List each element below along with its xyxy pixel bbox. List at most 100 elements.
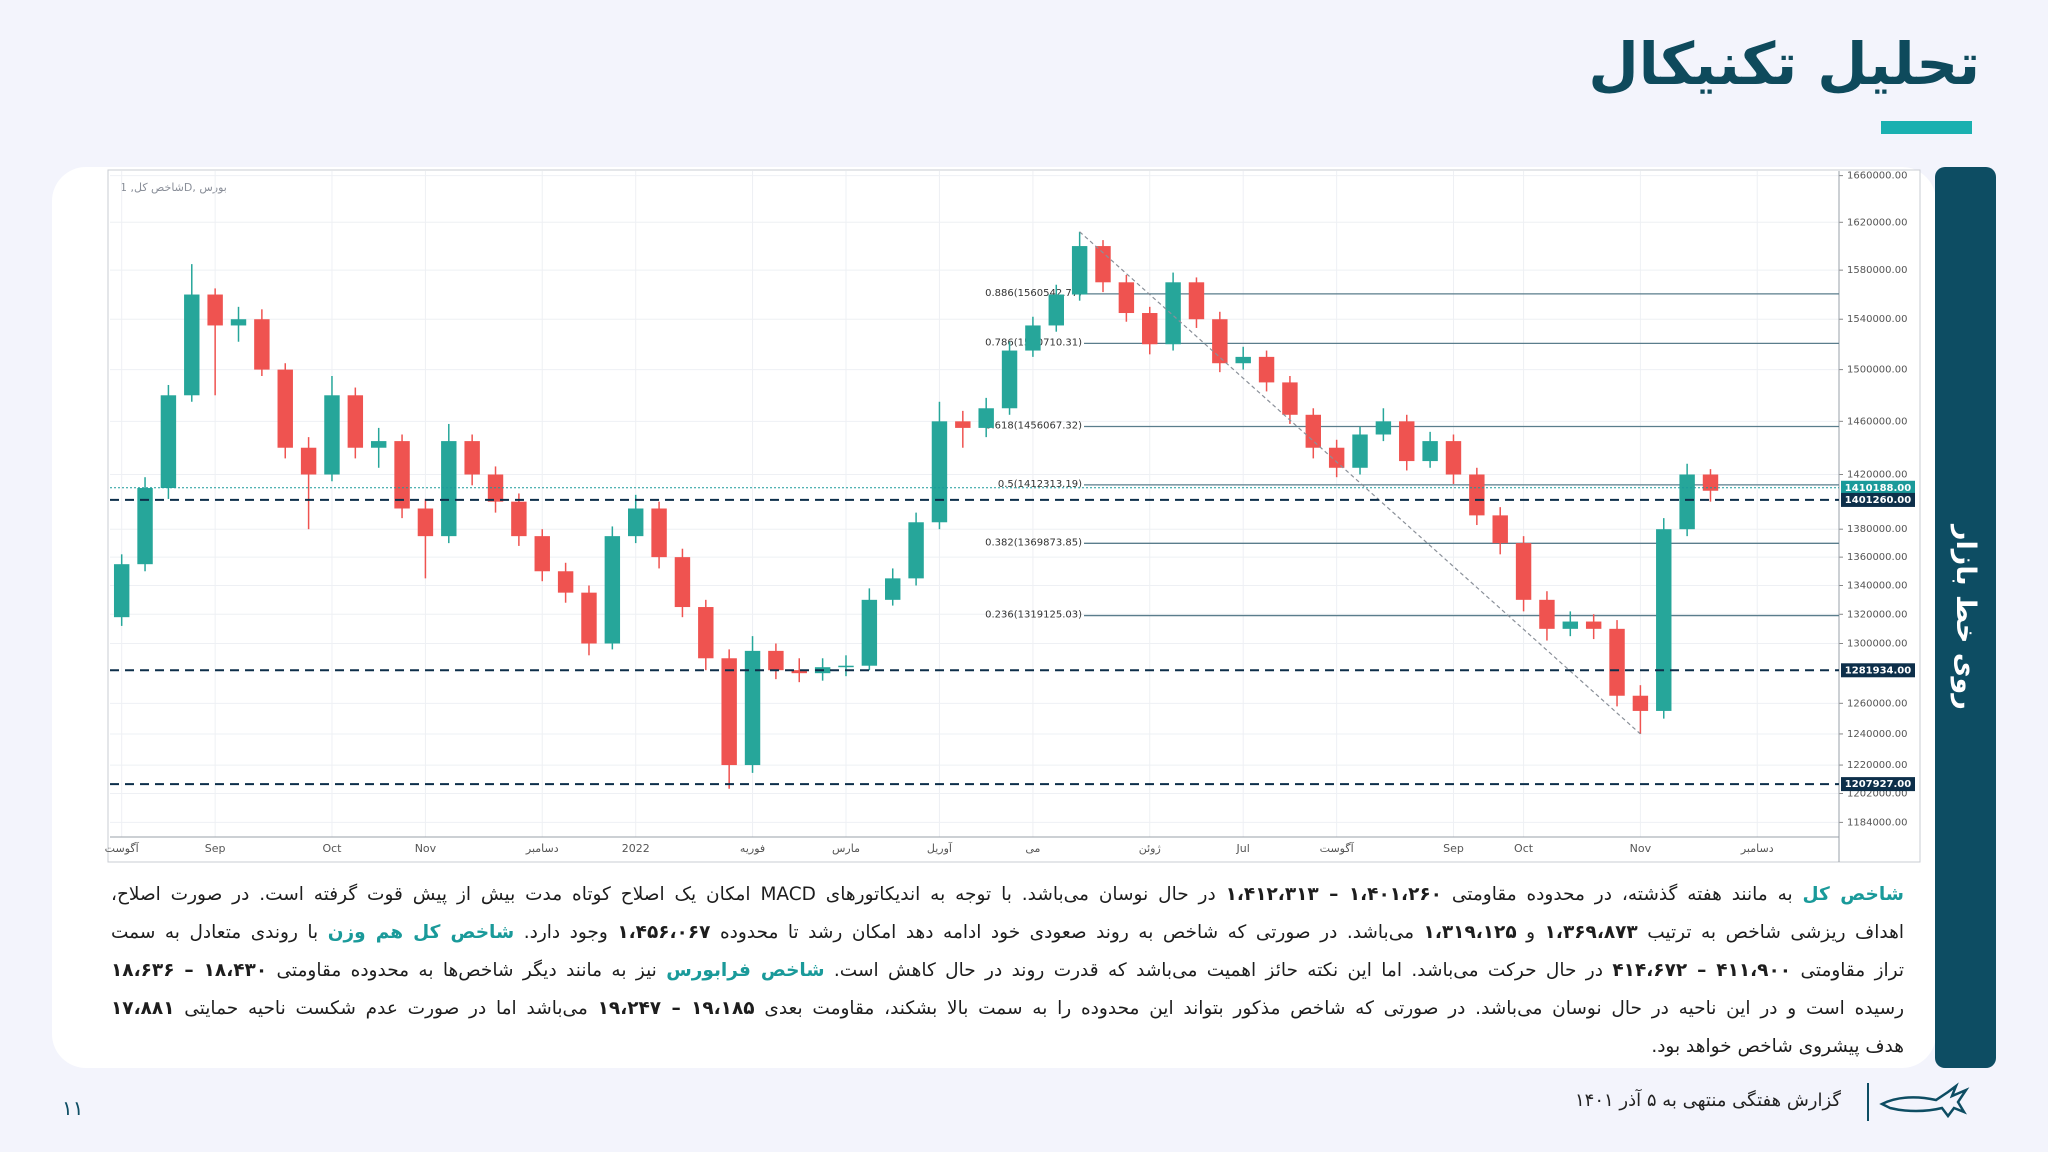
candle-body <box>674 557 691 608</box>
page-number: ۱۱ <box>62 1096 84 1120</box>
candle-body <box>207 294 223 326</box>
level-badge <box>1841 777 1915 792</box>
x-tick-label: دسامبر <box>1740 842 1774 855</box>
highlight: ۱۹،۱۸۵ – ۱۹،۲۴۷ <box>597 998 755 1019</box>
candle-body <box>1001 350 1018 409</box>
fib-label: 0.618(1456067.32) <box>985 420 1082 431</box>
y-tick-label: 1300000.00 <box>1847 638 1907 649</box>
text-run: و <box>1516 922 1545 943</box>
candle-body <box>511 501 527 537</box>
candle-body <box>1702 474 1719 491</box>
candle-body <box>1165 282 1181 345</box>
candle-body <box>1095 246 1111 283</box>
text-run: می‌باشد. در صورتی که شاخص به روند صعودی … <box>710 922 1424 943</box>
text-run: در حال حرکت می‌باشد. اما این نکته حائز ا… <box>824 960 1613 981</box>
candle-body <box>885 578 901 600</box>
candle-body <box>1585 621 1602 629</box>
candle-body <box>1492 515 1508 544</box>
text-line: تراز مقاومتی ۴۱۱،۹۰۰ – ۴۱۴،۶۷۲ در حال حر… <box>111 952 1904 990</box>
candle-body <box>184 294 200 396</box>
highlight: ۱،۴۰۱،۲۶۰ – ۱،۴۱۲،۳۱۳ <box>1225 884 1442 905</box>
candle-body <box>1118 282 1135 314</box>
x-tick-label: آوریل <box>927 841 953 855</box>
candle-body <box>627 508 644 537</box>
candle-body <box>1656 529 1672 711</box>
x-tick-label: Nov <box>415 842 437 855</box>
text-line: هدف پیشروی شاخص خواهد بود. <box>111 1028 1904 1066</box>
candle-body <box>604 536 621 644</box>
y-tick-label: 1500000.00 <box>1847 365 1907 376</box>
fib-label: 0.5(1412313.19) <box>998 479 1082 490</box>
highlight: شاخص کل <box>1802 884 1904 905</box>
fib-label: 0.886(1560542.77) <box>985 288 1082 299</box>
x-tick-label: آگوست <box>105 841 140 855</box>
candle-body <box>768 650 784 671</box>
y-tick-label: 1540000.00 <box>1847 314 1907 325</box>
commentary: شاخص کل به مانند هفته گذشته، در محدوده م… <box>111 876 1904 1066</box>
logo-mark <box>1879 1082 1970 1119</box>
text-line: اهداف ریزشی شاخص به ترتیب ۱،۳۶۹،۸۷۳ و ۱،… <box>111 914 1904 952</box>
chart-frame <box>107 169 1921 863</box>
candle-body <box>838 665 854 668</box>
candle-body <box>417 508 434 537</box>
candle-body <box>1632 695 1649 711</box>
candle-body <box>1071 246 1088 295</box>
page-title: تحلیل تکنیکال <box>1588 30 1980 98</box>
y-tick-label: 1360000.00 <box>1847 552 1907 563</box>
highlight: ۱،۳۶۹،۸۷۳ <box>1544 922 1638 943</box>
candle-body <box>464 441 480 475</box>
level-badge <box>1841 663 1915 678</box>
y-tick-label: 1202000.00 <box>1847 789 1907 800</box>
highlight: ۱۸،۴۳۰ – ۱۸،۶۳۶ <box>111 960 268 981</box>
highlight: شاخص کل هم وزن <box>327 922 515 943</box>
candle-body <box>534 536 550 572</box>
candle-body <box>254 319 270 370</box>
y-tick-label: 1580000.00 <box>1847 265 1907 276</box>
text-run: در حال نوسان می‌باشد. با توجه به اندیکات… <box>111 884 1226 905</box>
candle-body <box>300 447 317 475</box>
text-line: شاخص کل به مانند هفته گذشته، در محدوده م… <box>111 876 1904 914</box>
footer-report: گزارش هفتگی منتهی به ۵ آذر ۱۴۰۱ <box>1575 1090 1841 1111</box>
highlight: ۱۷،۸۸۱ <box>111 998 175 1019</box>
candle-body <box>137 488 153 565</box>
highlight: ۱،۳۱۹،۱۲۵ <box>1423 922 1517 943</box>
logo <box>1879 1082 1970 1119</box>
x-tick-label: Sep <box>205 842 226 855</box>
candle-body <box>324 395 340 475</box>
x-tick-label: ژوئن <box>1139 842 1161 855</box>
candle-body <box>1515 543 1532 600</box>
candle-body <box>347 395 364 448</box>
y-tick-label: 1340000.00 <box>1847 580 1907 591</box>
x-tick-label: دسامبر <box>525 842 559 855</box>
x-tick-label: Jul <box>1236 842 1250 855</box>
y-tick-label: 1460000.00 <box>1847 416 1907 427</box>
candle-body <box>581 592 597 644</box>
highlight: شاخص فرابورس <box>666 960 825 981</box>
candle-body <box>1562 621 1579 629</box>
candle-body <box>908 522 924 579</box>
candle-body <box>1445 441 1462 475</box>
text-run: هدف پیشروی شاخص خواهد بود. <box>1651 1036 1904 1057</box>
candle-body <box>698 607 714 659</box>
text-run: رسیده است و در این ناحیه در حال نوسان می… <box>754 998 1904 1019</box>
candle-body <box>557 571 574 593</box>
candle-body <box>394 441 410 509</box>
candle-body <box>1025 325 1041 351</box>
level-badge <box>1841 480 1915 495</box>
candle-body <box>1258 356 1275 383</box>
level-label: 1401260.00 <box>1845 495 1911 506</box>
level-badge <box>1841 492 1915 507</box>
candle-body <box>160 395 177 489</box>
candle-body <box>651 508 667 558</box>
candle-body <box>1375 421 1392 435</box>
candle-body <box>1352 434 1368 468</box>
candle-body <box>1142 313 1158 345</box>
candle-body <box>1328 447 1345 468</box>
highlight: ۱،۴۵۶،۰۶۷ <box>617 922 711 943</box>
x-tick-label: Oct <box>322 842 342 855</box>
x-tick-label: Nov <box>1630 842 1652 855</box>
candle-body <box>931 421 948 523</box>
footer-divider <box>1867 1083 1869 1121</box>
x-tick-label: فوریه <box>740 842 765 855</box>
candle-body <box>1609 628 1625 696</box>
